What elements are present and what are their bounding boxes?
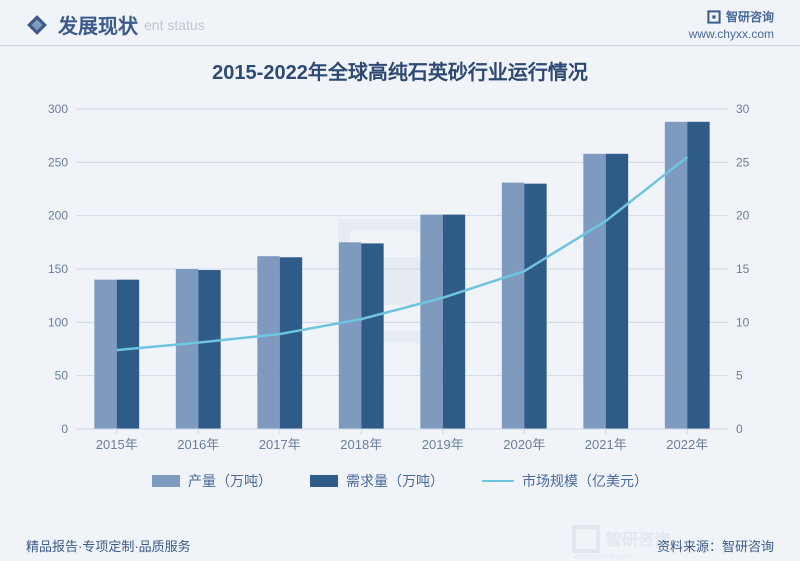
bar-demand <box>606 154 628 429</box>
header-left: 发展现状 ent status <box>26 10 205 39</box>
svg-text:15: 15 <box>736 262 750 276</box>
legend-swatch <box>310 475 338 487</box>
bar-production <box>583 154 605 429</box>
svg-text:0: 0 <box>61 422 68 436</box>
svg-text:2020年: 2020年 <box>503 437 545 452</box>
svg-text:2019年: 2019年 <box>422 437 464 452</box>
svg-text:2017年: 2017年 <box>259 437 301 452</box>
svg-text:300: 300 <box>48 102 68 116</box>
svg-text:2018年: 2018年 <box>340 437 382 452</box>
legend-swatch-line <box>482 480 514 482</box>
svg-text:2015年: 2015年 <box>96 437 138 452</box>
bar-production <box>257 256 279 429</box>
footer: 精品报告·专项定制·品质服务 资料来源：智研咨询 <box>0 536 800 555</box>
legend-label: 市场规模（亿美元） <box>522 471 648 491</box>
bar-demand <box>443 215 465 429</box>
legend: 产量（万吨） 需求量（万吨） 市场规模（亿美元） <box>0 471 800 491</box>
bar-production <box>339 242 361 429</box>
brand-logo-icon <box>706 9 722 25</box>
combo-chart: 0 50 100 150 200 250 300 0 5 10 15 20 25 30 2015年 2016年… <box>26 89 774 469</box>
svg-text:150: 150 <box>48 262 68 276</box>
chart-title: 2015-2022年全球高纯石英砂行业运行情况 <box>0 56 800 85</box>
bar-demand <box>117 280 139 429</box>
legend-label: 需求量（万吨） <box>346 471 444 491</box>
bar-demand <box>361 243 383 429</box>
bar-demand <box>524 184 546 429</box>
header-subtitle-ghost: ent status <box>144 17 205 33</box>
bar-production <box>94 280 116 429</box>
bar-production <box>502 183 524 429</box>
header: 发展现状 ent status 智研咨询 www.chyxx.com <box>0 0 800 46</box>
svg-text:10: 10 <box>736 315 750 329</box>
svg-text:20: 20 <box>736 209 750 223</box>
footer-right: 资料来源：智研咨询 <box>657 536 774 555</box>
bar-demand <box>687 122 709 429</box>
svg-text:25: 25 <box>736 155 750 169</box>
brand-url: www.chyxx.com <box>689 27 774 41</box>
svg-text:2022年: 2022年 <box>666 437 708 452</box>
bar-production <box>420 215 442 429</box>
svg-text:0: 0 <box>736 422 743 436</box>
svg-text:200: 200 <box>48 209 68 223</box>
bar-production <box>665 122 687 429</box>
legend-item: 产量（万吨） <box>152 471 272 491</box>
footer-left: 精品报告·专项定制·品质服务 <box>26 536 191 555</box>
svg-text:30: 30 <box>736 102 750 116</box>
diamond-icon <box>26 14 48 36</box>
legend-item: 需求量（万吨） <box>310 471 444 491</box>
svg-text:250: 250 <box>48 155 68 169</box>
legend-item: 市场规模（亿美元） <box>482 471 648 491</box>
bar-demand <box>198 270 220 429</box>
bar-demand <box>280 257 302 429</box>
header-right: 智研咨询 www.chyxx.com <box>689 8 774 41</box>
legend-label: 产量（万吨） <box>188 471 272 491</box>
legend-swatch <box>152 475 180 487</box>
svg-text:2016年: 2016年 <box>177 437 219 452</box>
svg-text:50: 50 <box>55 369 69 383</box>
svg-text:5: 5 <box>736 369 743 383</box>
svg-text:2021年: 2021年 <box>585 437 627 452</box>
brand-name: 智研咨询 <box>726 8 774 25</box>
bar-production <box>176 269 198 429</box>
svg-text:100: 100 <box>48 315 68 329</box>
header-title: 发展现状 <box>58 10 138 39</box>
chart-area: 0 50 100 150 200 250 300 0 5 10 15 20 25 30 2015年 2016年… <box>26 89 774 469</box>
